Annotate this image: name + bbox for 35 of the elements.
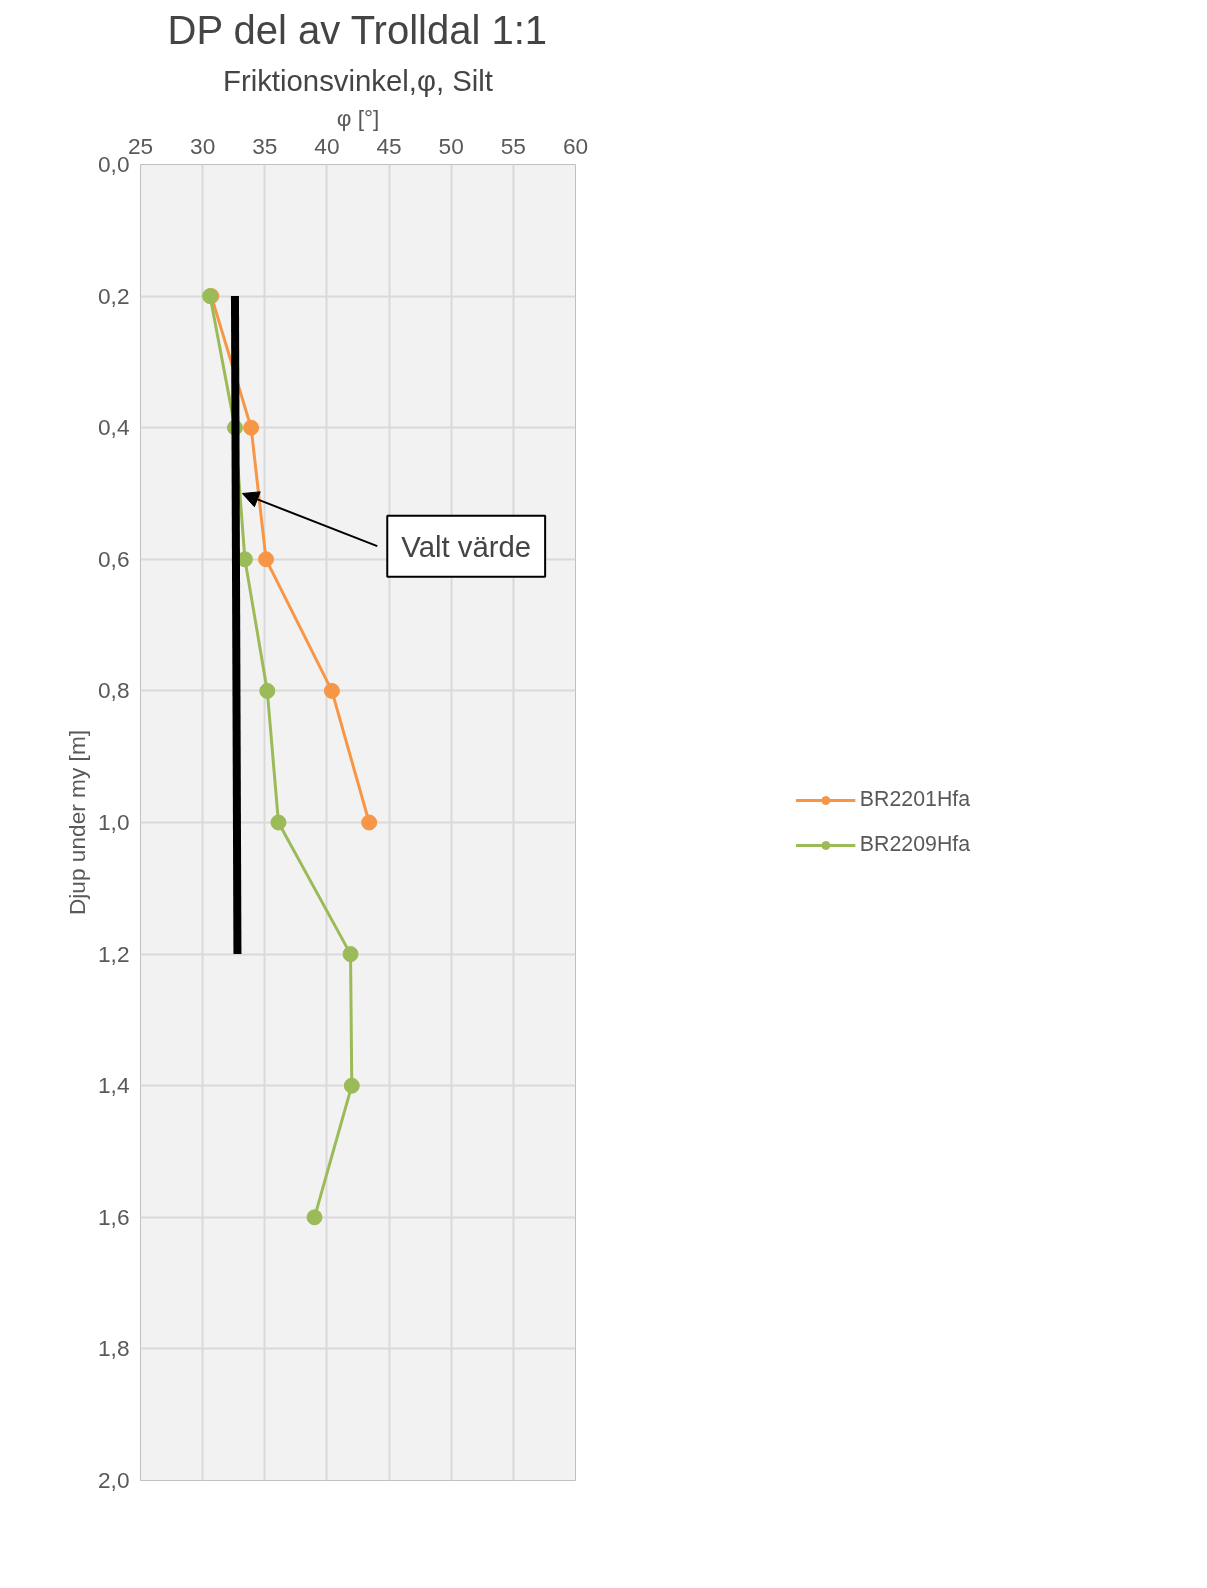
y-tick-label: 2,0 bbox=[98, 1467, 130, 1493]
point bbox=[270, 814, 287, 831]
y-tick-label: 1,6 bbox=[98, 1203, 130, 1230]
chart-title: DP del av Trolldal 1:1 bbox=[167, 7, 548, 52]
x-tick-label: 60 bbox=[562, 132, 589, 159]
point bbox=[361, 814, 378, 831]
x-tick-label: 45 bbox=[376, 132, 402, 159]
x-tick-label: 30 bbox=[190, 132, 216, 159]
annotation: Valt värde bbox=[401, 529, 532, 563]
point bbox=[343, 1077, 360, 1094]
x-tick-label: 40 bbox=[314, 132, 340, 159]
y-tick-label: 0,4 bbox=[98, 414, 130, 441]
y-tick-label: 0,8 bbox=[98, 677, 130, 704]
y-tick-label: 1,4 bbox=[98, 1072, 130, 1099]
x-tick-label: 25 bbox=[127, 132, 154, 159]
y-tick-label: 0,0 bbox=[98, 151, 130, 177]
point bbox=[258, 551, 275, 568]
point bbox=[342, 946, 359, 963]
point bbox=[306, 1209, 323, 1226]
y-tick-label: 1,0 bbox=[98, 809, 130, 835]
x-tick-label: 35 bbox=[252, 132, 278, 159]
x-axis-title: φ [°] bbox=[336, 104, 380, 131]
chart-subtitle: Friktionsvinkel,φ, Silt bbox=[223, 63, 493, 97]
y-tick-label: 0,6 bbox=[98, 545, 130, 572]
point bbox=[259, 682, 276, 699]
point bbox=[243, 419, 260, 436]
y-axis-title: Djup under my [m] bbox=[64, 729, 90, 916]
point bbox=[323, 682, 340, 699]
y-tick-label: 1,8 bbox=[98, 1335, 130, 1362]
x-tick-label: 50 bbox=[438, 132, 464, 159]
y-tick-label: 1,2 bbox=[98, 940, 130, 967]
x-tick-label: 55 bbox=[500, 132, 526, 159]
legend-label: BR2201Hfa bbox=[859, 787, 971, 812]
y-tick-label: 0,2 bbox=[98, 282, 130, 309]
legend-label: BR2209Hfa bbox=[859, 832, 971, 857]
